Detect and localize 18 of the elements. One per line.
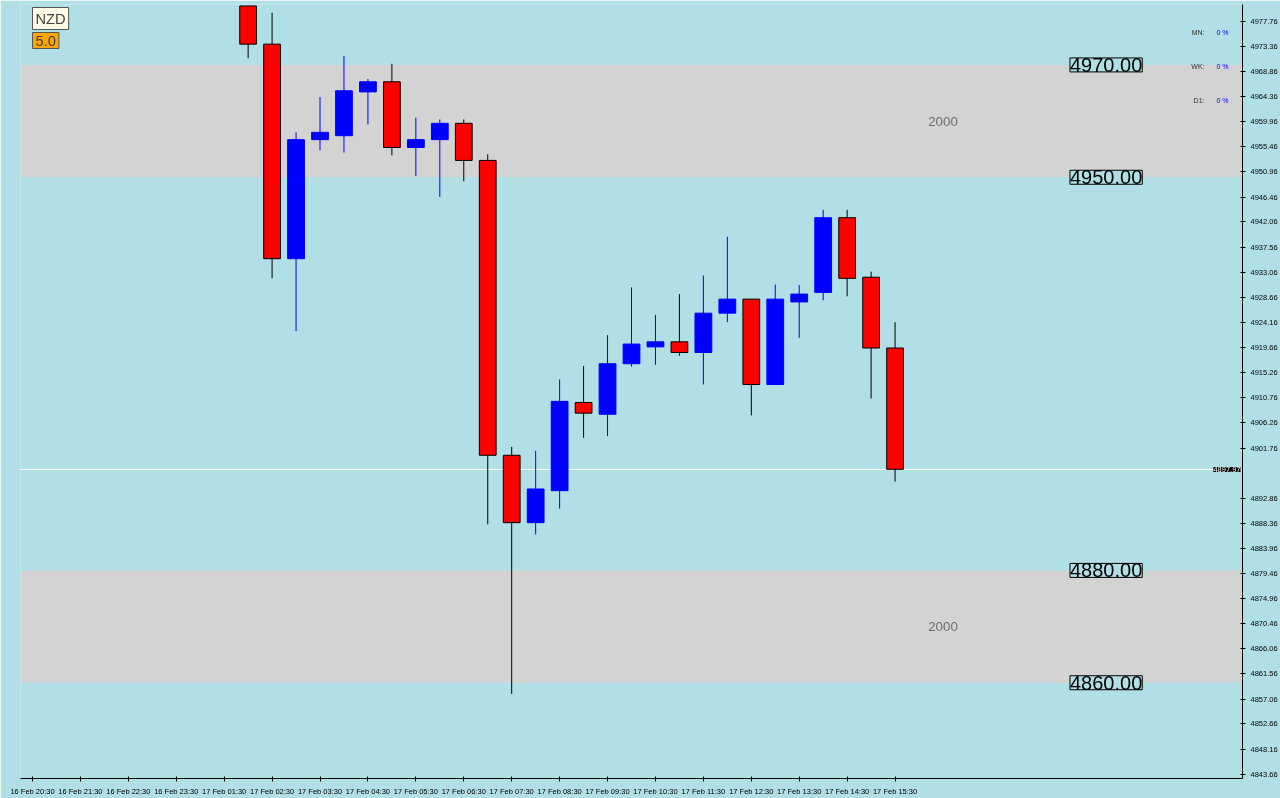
candlestick: [359, 78, 377, 125]
candlestick: [646, 314, 665, 366]
band-label: 2000: [928, 113, 958, 129]
candlestick: [574, 365, 593, 439]
band-label: 2000: [928, 619, 958, 635]
candlestick: [430, 118, 449, 198]
annotation: 4860.00: [1069, 671, 1143, 694]
annotation: 4880.00: [1069, 559, 1143, 582]
annotation: 5.0: [35, 32, 56, 49]
candlestick: [790, 284, 809, 339]
annotation: NZD: [35, 10, 66, 27]
candlestick: [311, 96, 329, 151]
candlestick: [406, 117, 425, 177]
candlestick: [670, 293, 689, 357]
candlestick: [718, 236, 737, 323]
candlestick: [622, 286, 641, 368]
annotation: 4950.00: [1069, 166, 1143, 189]
annotation: 4970.00: [1069, 53, 1143, 76]
